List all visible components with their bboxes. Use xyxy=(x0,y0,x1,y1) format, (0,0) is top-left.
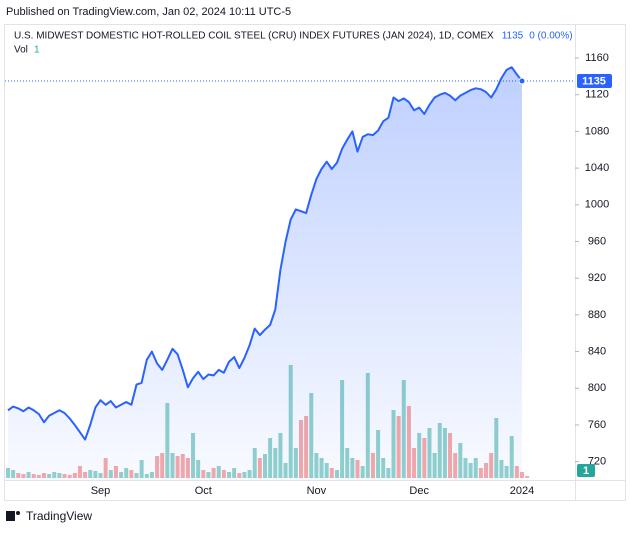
last-point xyxy=(518,77,526,85)
volume-last: 1 xyxy=(34,45,40,56)
area-fill xyxy=(8,67,522,480)
y-tick-label: 960 xyxy=(588,235,606,247)
volume-label: Vol xyxy=(14,45,28,56)
published: Published on TradingView.com, Jan 02, 20… xyxy=(6,6,291,18)
y-tick-label: 800 xyxy=(588,382,606,394)
x-tick-label: Dec xyxy=(409,485,429,497)
x-tick-label: Sep xyxy=(91,485,111,497)
y-tick-label: 1160 xyxy=(585,52,609,64)
x-tick-label: 2024 xyxy=(510,485,534,497)
footer: TradingView xyxy=(26,509,92,523)
volume-bar xyxy=(525,476,530,478)
y-tick-label: 1080 xyxy=(585,125,609,137)
y-tick-label: 880 xyxy=(588,309,606,321)
header-change: 0 (0.00%) xyxy=(529,31,572,42)
last-price-label: 1135 xyxy=(582,75,606,87)
price-line xyxy=(7,66,523,441)
y-tick-label: 920 xyxy=(588,272,606,284)
volume-last-box xyxy=(577,464,595,477)
footer-logo: TradingView xyxy=(6,509,92,523)
frame xyxy=(4,24,626,501)
y-tick-label: 1120 xyxy=(585,89,609,101)
x-tick-label: Nov xyxy=(307,485,327,497)
x-tick-label: Oct xyxy=(195,485,212,497)
chart-title: U.S. MIDWEST DOMESTIC HOT-ROLLED COIL ST… xyxy=(14,31,494,42)
logo-dot xyxy=(16,511,20,515)
y-tick-label: 1040 xyxy=(585,162,609,174)
logo-mark xyxy=(6,511,15,521)
last-price-box xyxy=(577,73,612,88)
y-tick-label: 1000 xyxy=(585,199,609,211)
y-tick-label: 840 xyxy=(588,345,606,357)
volume-last-axis: 1 xyxy=(583,465,589,477)
header-price: 1135 xyxy=(502,31,524,42)
y-tick-label: 760 xyxy=(588,419,606,431)
